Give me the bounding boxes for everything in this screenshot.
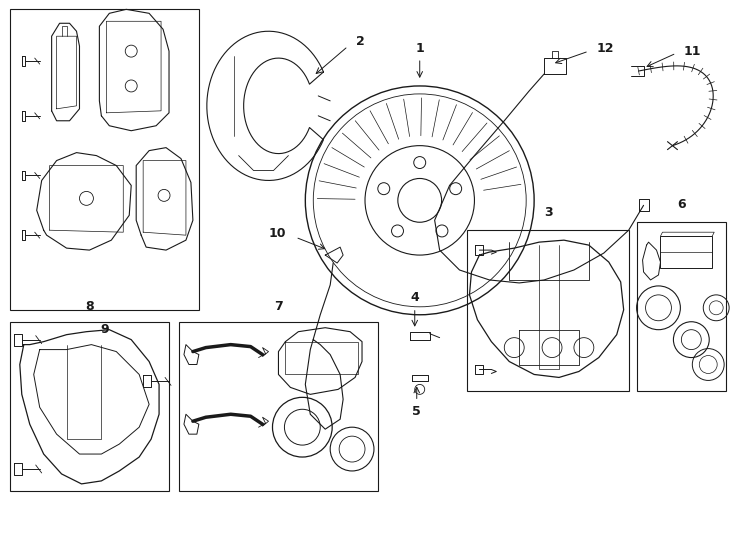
Text: 1: 1 [415,42,424,55]
Text: 3: 3 [544,206,553,219]
Bar [661,236,712,268]
Bar [10,322,169,491]
Text: 11: 11 [683,45,701,58]
Bar [179,322,378,491]
Text: 12: 12 [597,42,614,55]
Text: 10: 10 [269,227,286,240]
Bar [636,222,726,392]
Bar [10,9,199,310]
Text: 2: 2 [356,35,364,48]
Text: 9: 9 [100,323,109,336]
Text: 7: 7 [274,300,283,313]
Text: 5: 5 [413,405,421,418]
Bar [468,230,628,392]
Text: 6: 6 [677,198,686,211]
Text: 8: 8 [85,300,94,313]
Text: 4: 4 [410,292,419,305]
